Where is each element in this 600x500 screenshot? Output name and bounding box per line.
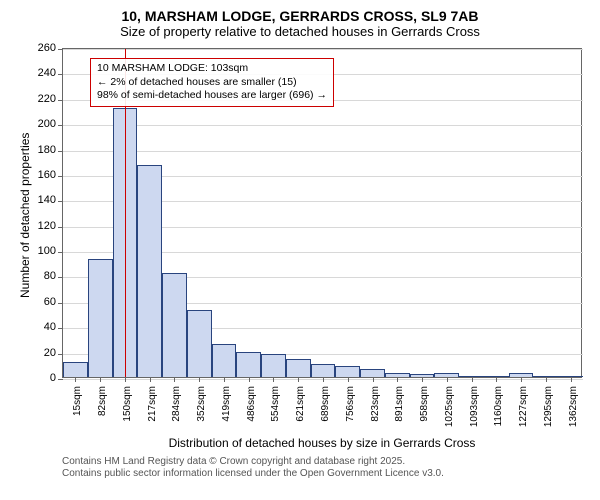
xtick-label: 1160sqm [493, 386, 504, 426]
bar [360, 369, 385, 377]
ytick-mark [58, 379, 63, 380]
xtick-label: 284sqm [171, 386, 182, 422]
xtick-label: 1227sqm [518, 386, 529, 427]
xtick-label: 15sqm [72, 386, 83, 416]
xtick-mark [150, 377, 151, 382]
xtick-mark [174, 377, 175, 382]
ytick-mark [58, 176, 63, 177]
ytick-mark [58, 303, 63, 304]
xtick-mark [348, 377, 349, 382]
ytick-label: 220 [32, 93, 56, 105]
xtick-label: 756sqm [345, 386, 356, 422]
gridline [63, 125, 583, 126]
bar [88, 259, 113, 377]
xtick-mark [373, 377, 374, 382]
xtick-mark [496, 377, 497, 382]
ytick-label: 200 [32, 118, 56, 130]
info-box-line: 98% of semi-detached houses are larger (… [97, 89, 327, 103]
ytick-mark [58, 227, 63, 228]
xtick-mark [447, 377, 448, 382]
ytick-mark [58, 151, 63, 152]
xtick-label: 486sqm [246, 386, 257, 422]
gridline [63, 49, 583, 50]
xtick-label: 419sqm [221, 386, 232, 422]
ytick-mark [58, 201, 63, 202]
xtick-mark [571, 377, 572, 382]
bar [311, 364, 336, 377]
ytick-label: 40 [32, 321, 56, 333]
ytick-label: 100 [32, 245, 56, 257]
xtick-label: 82sqm [97, 386, 108, 416]
bar [137, 165, 162, 377]
info-box: 10 MARSHAM LODGE: 103sqm← 2% of detached… [90, 58, 334, 107]
info-box-line: ← 2% of detached houses are smaller (15) [97, 76, 327, 90]
ytick-mark [58, 49, 63, 50]
ytick-mark [58, 277, 63, 278]
ytick-label: 80 [32, 270, 56, 282]
xtick-mark [100, 377, 101, 382]
bar [212, 344, 237, 377]
ytick-label: 120 [32, 220, 56, 232]
xtick-mark [75, 377, 76, 382]
bar [187, 310, 212, 377]
bar [162, 273, 187, 377]
xtick-mark [546, 377, 547, 382]
xtick-mark [472, 377, 473, 382]
ytick-mark [58, 252, 63, 253]
x-axis-label: Distribution of detached houses by size … [62, 436, 582, 450]
ytick-mark [58, 354, 63, 355]
bar [335, 366, 360, 377]
ytick-label: 20 [32, 347, 56, 359]
xtick-mark [125, 377, 126, 382]
xtick-mark [273, 377, 274, 382]
ytick-label: 180 [32, 144, 56, 156]
ytick-mark [58, 328, 63, 329]
ytick-label: 240 [32, 67, 56, 79]
chart-title: 10, MARSHAM LODGE, GERRARDS CROSS, SL9 7… [0, 0, 600, 24]
xtick-label: 1025sqm [444, 386, 455, 427]
xtick-label: 1362sqm [568, 386, 579, 427]
xtick-label: 823sqm [370, 386, 381, 422]
xtick-label: 689sqm [320, 386, 331, 422]
xtick-mark [397, 377, 398, 382]
bar [261, 354, 286, 377]
y-axis-label: Number of detached properties [18, 133, 32, 298]
bar [236, 352, 261, 377]
bar [286, 359, 311, 377]
xtick-label: 958sqm [419, 386, 430, 422]
xtick-mark [422, 377, 423, 382]
xtick-label: 891sqm [394, 386, 405, 422]
ytick-label: 0 [32, 372, 56, 384]
ytick-mark [58, 125, 63, 126]
xtick-label: 621sqm [295, 386, 306, 422]
xtick-mark [298, 377, 299, 382]
xtick-mark [323, 377, 324, 382]
xtick-mark [249, 377, 250, 382]
xtick-mark [521, 377, 522, 382]
xtick-label: 554sqm [270, 386, 281, 422]
ytick-label: 260 [32, 42, 56, 54]
xtick-mark [224, 377, 225, 382]
chart-subtitle: Size of property relative to detached ho… [0, 24, 600, 43]
xtick-label: 352sqm [196, 386, 207, 422]
ytick-mark [58, 100, 63, 101]
credit-line: Contains public sector information licen… [62, 468, 444, 480]
ytick-label: 140 [32, 194, 56, 206]
gridline [63, 151, 583, 152]
ytick-label: 160 [32, 169, 56, 181]
xtick-label: 150sqm [122, 386, 133, 422]
xtick-label: 1295sqm [543, 386, 554, 427]
ytick-mark [58, 74, 63, 75]
bar [63, 362, 88, 377]
xtick-mark [199, 377, 200, 382]
info-box-line: 10 MARSHAM LODGE: 103sqm [97, 62, 327, 76]
credits: Contains HM Land Registry data © Crown c… [62, 456, 444, 480]
ytick-label: 60 [32, 296, 56, 308]
credit-line: Contains HM Land Registry data © Crown c… [62, 456, 444, 468]
xtick-label: 1093sqm [469, 386, 480, 427]
xtick-label: 217sqm [147, 386, 158, 422]
